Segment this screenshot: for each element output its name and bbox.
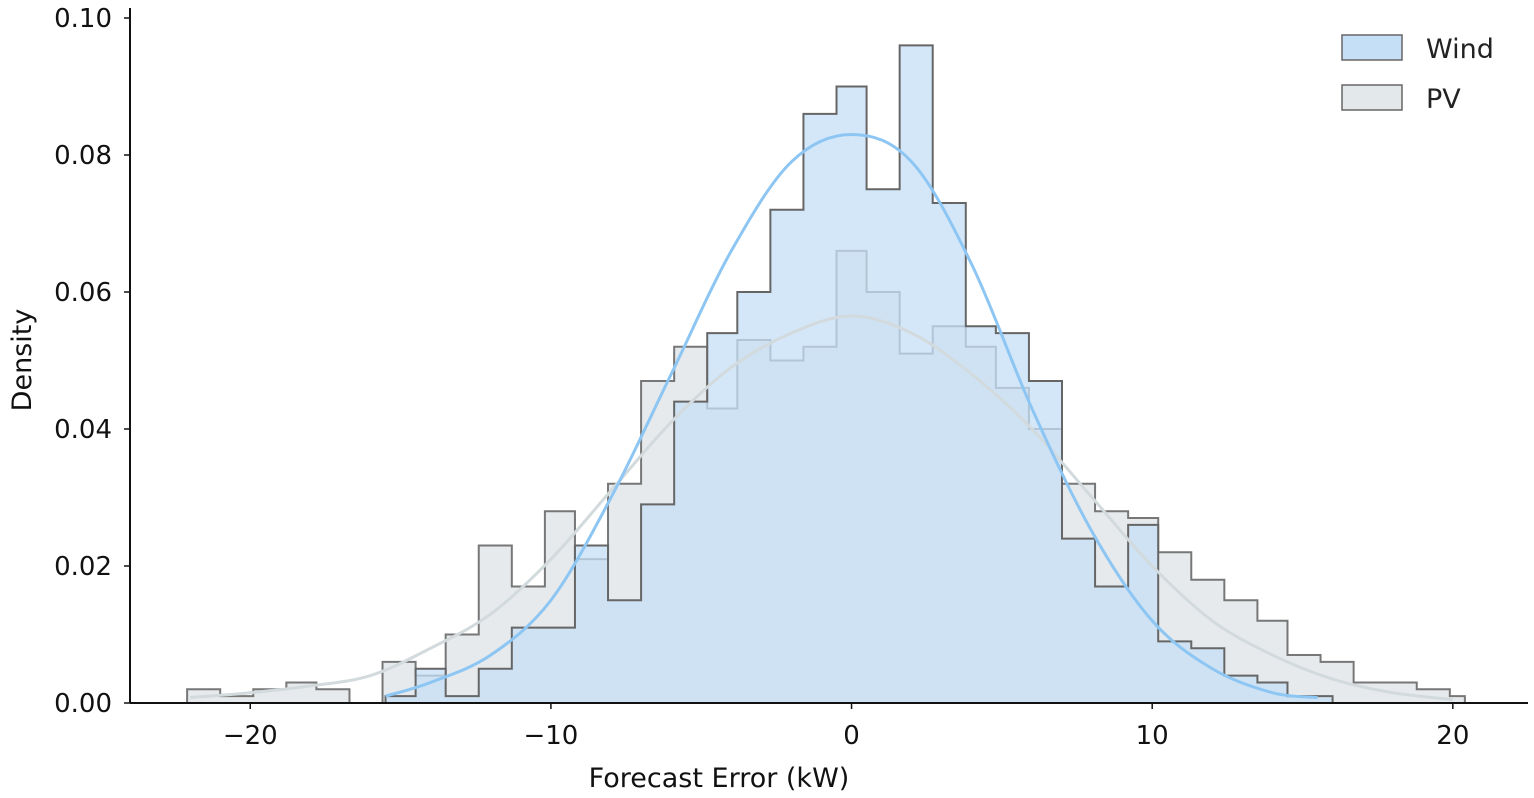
plot-area (186, 44, 1466, 704)
y-tick-label: 0.10 (54, 4, 112, 34)
wind-histogram-fill (385, 45, 1333, 703)
y-tick-label: 0.04 (54, 415, 112, 445)
axes: −20 −10 0 10 20 0.00 0.02 0.04 0.06 0.08 0.10 Forec… (7, 4, 1528, 794)
legend-label-wind: Wind (1426, 34, 1494, 65)
x-tick-label: 0 (843, 721, 860, 751)
y-tick-label: 0.08 (54, 141, 112, 171)
y-axis-title: Density (7, 309, 38, 412)
x-axis-title: Forecast Error (kW) (589, 763, 850, 794)
legend: Wind PV (1341, 34, 1494, 115)
y-tick-label: 0.02 (54, 552, 112, 582)
y-tick-label: 0.00 (54, 689, 112, 719)
x-tick-label: 10 (1136, 721, 1169, 751)
y-tick-label: 0.06 (54, 278, 112, 308)
pv-kde-line (190, 314, 1454, 702)
wind-kde-line (385, 132, 1318, 700)
x-tick-label: 20 (1436, 721, 1469, 751)
legend-swatch-wind (1341, 34, 1403, 61)
x-tick-label: −10 (523, 721, 578, 751)
wind-series (384, 44, 1334, 703)
x-tick-label: −20 (223, 721, 278, 751)
legend-label-pv: PV (1426, 84, 1461, 115)
wind-histogram-outline (384, 44, 1334, 703)
legend-swatch-pv (1341, 84, 1403, 111)
